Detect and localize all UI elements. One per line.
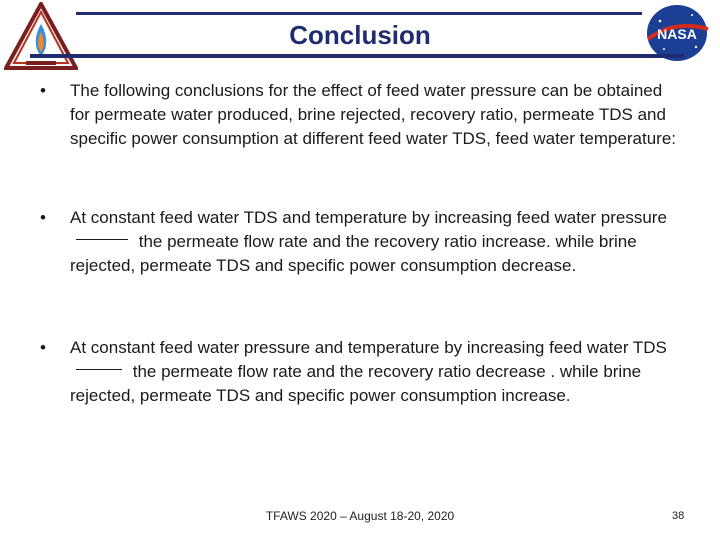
bullet-dot: • xyxy=(40,81,46,100)
page-number: 38 xyxy=(672,510,685,522)
arrow-line-icon xyxy=(76,369,122,371)
bullet-item: • At constant feed water TDS and tempera… xyxy=(40,206,680,278)
bullet-text: At constant feed water pressure and temp… xyxy=(70,336,680,408)
bullet-text: The following conclusions for the effect… xyxy=(70,81,677,148)
bullet-item: • The following conclusions for the effe… xyxy=(40,79,680,151)
slide-footer: TFAWS 2020 – August 18-20, 2020 xyxy=(265,509,455,523)
bullet-text-after: the permeate flow rate and the recovery … xyxy=(70,362,642,405)
bullet-dot: • xyxy=(40,208,46,227)
title-bottom-rule xyxy=(30,54,684,58)
bullet-item: • At constant feed water pressure and te… xyxy=(40,336,680,408)
bullet-text-before: At constant feed water pressure and temp… xyxy=(70,338,667,357)
bullet-dot: • xyxy=(40,338,46,357)
title-top-rule xyxy=(76,12,642,15)
slide-title: Conclusion xyxy=(289,20,431,50)
bullet-text-before: At constant feed water TDS and temperatu… xyxy=(70,208,667,227)
nasa-logo: NASA xyxy=(646,5,709,61)
bullet-text: At constant feed water TDS and temperatu… xyxy=(70,206,680,278)
svg-text:NASA: NASA xyxy=(657,26,697,42)
tfaws-logo xyxy=(4,2,78,70)
bullet-text-after: the permeate flow rate and the recovery … xyxy=(70,232,637,275)
arrow-line-icon xyxy=(76,239,128,241)
